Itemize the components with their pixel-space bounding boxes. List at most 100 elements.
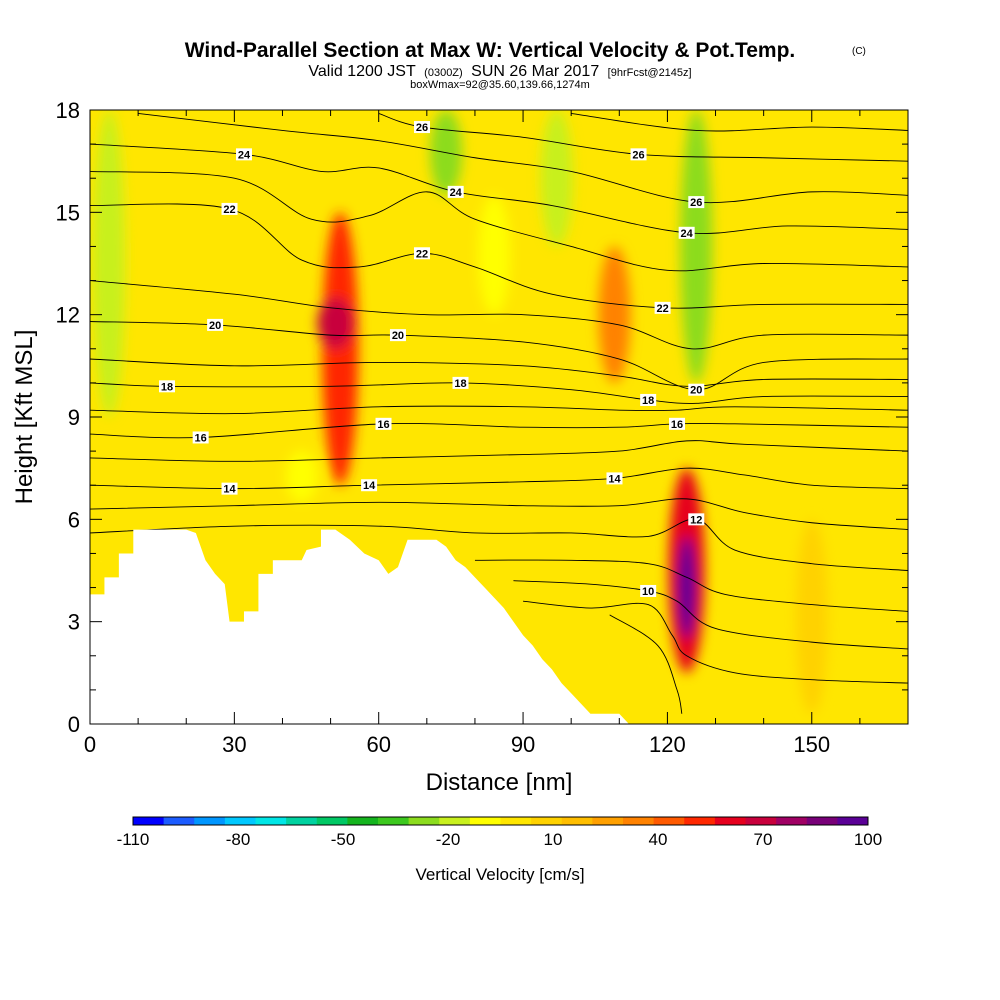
contour-label-bg: [640, 393, 657, 406]
contour-label-text: 16: [377, 419, 389, 431]
x-tick-label: 90: [511, 732, 535, 757]
contour-label-24: 24: [235, 148, 252, 161]
colorbar-label: -50: [331, 830, 356, 849]
contour-label-18: 18: [452, 376, 469, 390]
contour-label-20: 20: [688, 383, 705, 397]
colorbar-swatch: [408, 817, 440, 825]
colorbar-swatch: [500, 817, 532, 825]
colorbar-swatch: [745, 817, 777, 825]
y-tick-label: 18: [56, 98, 80, 123]
w-feature-1: [126, 110, 159, 383]
contour-label-bg: [192, 431, 209, 444]
theta-contour-21: [90, 280, 908, 350]
theta-contour-19: [90, 358, 908, 387]
w-feature-9: [680, 110, 713, 383]
colorbar-swatch: [194, 817, 226, 825]
contour-label-bg: [452, 376, 469, 389]
y-tick-label: 12: [56, 303, 80, 328]
y-axis-label: Height [Kft MSL]: [11, 330, 38, 505]
colorbar-tick-labels: -110 -80 -50 -20 10 40 70 100: [117, 830, 883, 849]
contour-label-bg: [606, 472, 623, 485]
terrain-mask: [90, 529, 629, 724]
y-tick-label: 0: [68, 712, 80, 737]
colorbar-label: 100: [854, 830, 882, 849]
x-axis-label: Distance [nm]: [426, 769, 573, 796]
contour-label-20: 20: [389, 329, 406, 342]
colorbar-swatch: [439, 817, 471, 825]
colorbar-swatch: [255, 817, 287, 825]
w-feature-11: [677, 536, 696, 639]
colorbar-swatch: [684, 817, 716, 825]
colorbar-title: Vertical Velocity [cm/s]: [415, 865, 584, 884]
contour-label-text: 14: [363, 480, 376, 492]
theta-contour-25: [138, 112, 908, 204]
y-tick-label: 6: [68, 507, 80, 532]
theta-contour-13: [90, 498, 908, 531]
colorbar-label: 70: [754, 830, 773, 849]
contour-label-26: 26: [414, 121, 431, 134]
plot-area: 26 26 26 24 24 24 22 22 22 20 20 20 18 18 18 16 16 16 14 14…: [90, 110, 908, 724]
contour-label-text: 24: [450, 187, 463, 199]
colorbar-swatch: [224, 817, 256, 825]
colorbar-swatch: [806, 817, 838, 825]
colorbar-frame: [132, 816, 869, 826]
w-feature-8: [598, 246, 631, 383]
theta-contour-14: [90, 467, 908, 490]
contour-label-14: 14: [361, 479, 378, 492]
contour-label-text: 22: [656, 303, 668, 315]
theta-contour-9: [523, 600, 908, 684]
colorbar-swatch: [561, 817, 593, 825]
contour-label-bg: [688, 383, 705, 396]
contour-label-22: 22: [414, 247, 431, 260]
theta-contour-20: [90, 321, 908, 391]
contour-label-10: 10: [640, 584, 657, 598]
theta-contour-22: [90, 203, 908, 309]
contour-label-text: 22: [416, 248, 428, 260]
w-feature-7: [540, 110, 573, 247]
colorbar-swatch: [837, 817, 869, 825]
contour-labels: 26 26 26 24 24 24 22 22 22 20 20 20 18 18 18 16 16 16 14 14…: [158, 121, 705, 598]
w-feature-6: [478, 195, 511, 315]
contour-label-bg: [414, 247, 431, 260]
y-tick-label: 9: [68, 405, 80, 430]
subtitle-valid: Valid 1200 JST: [308, 63, 416, 80]
contour-label-24: 24: [447, 185, 464, 199]
x-tick-label: 0: [84, 732, 96, 757]
contour-label-22: 22: [221, 202, 238, 216]
colorbar-swatch: [531, 817, 563, 825]
colorbar-label: -80: [226, 830, 251, 849]
colorbar-label: 40: [649, 830, 668, 849]
contour-label-bg: [630, 148, 647, 161]
contour-label-18: 18: [158, 380, 175, 393]
x-tick-label: 60: [366, 732, 390, 757]
contour-label-12: 12: [688, 513, 705, 526]
contour-label-24: 24: [678, 226, 695, 240]
contour-label-14: 14: [606, 472, 623, 485]
contour-label-bg: [389, 329, 406, 342]
contour-label-text: 18: [454, 378, 466, 390]
contour-label-text: 18: [642, 395, 654, 407]
potential-temperature-contours: [90, 112, 908, 714]
theta-contour-15: [90, 440, 908, 462]
theta-contour-8: [609, 614, 683, 714]
colorbar-swatch: [163, 817, 195, 825]
w-feature-3: [317, 297, 354, 349]
contour-label-bg: [654, 301, 671, 314]
contour-label-16: 16: [669, 417, 686, 431]
contour-label-bg: [221, 202, 238, 215]
contour-label-text: 20: [690, 385, 702, 397]
contour-label-text: 12: [690, 514, 702, 526]
colorbar-swatch: [316, 817, 348, 825]
contour-label-text: 26: [416, 122, 428, 134]
contour-label-14: 14: [221, 482, 238, 496]
colorbar-swatch: [286, 817, 318, 825]
contour-label-text: 20: [392, 330, 404, 342]
colorbar-swatch: [714, 817, 746, 825]
x-tick-label: 150: [793, 732, 830, 757]
colorbar-swatch: [623, 817, 655, 825]
x-axis: 0 30 60 90 120 150: [84, 110, 909, 757]
contour-label-bg: [640, 584, 657, 597]
theta-contour-24: [90, 143, 908, 234]
colorbar-swatch: [378, 817, 410, 825]
w-feature-2: [322, 212, 359, 486]
